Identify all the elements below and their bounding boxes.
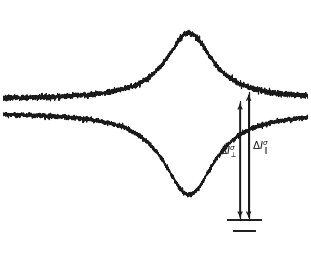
Text: $\Delta I_{\parallel}^{\sigma}$: $\Delta I_{\parallel}^{\sigma}$ — [252, 139, 269, 157]
Text: $\Delta I_{\perp}^{\sigma}$: $\Delta I_{\perp}^{\sigma}$ — [219, 145, 237, 160]
